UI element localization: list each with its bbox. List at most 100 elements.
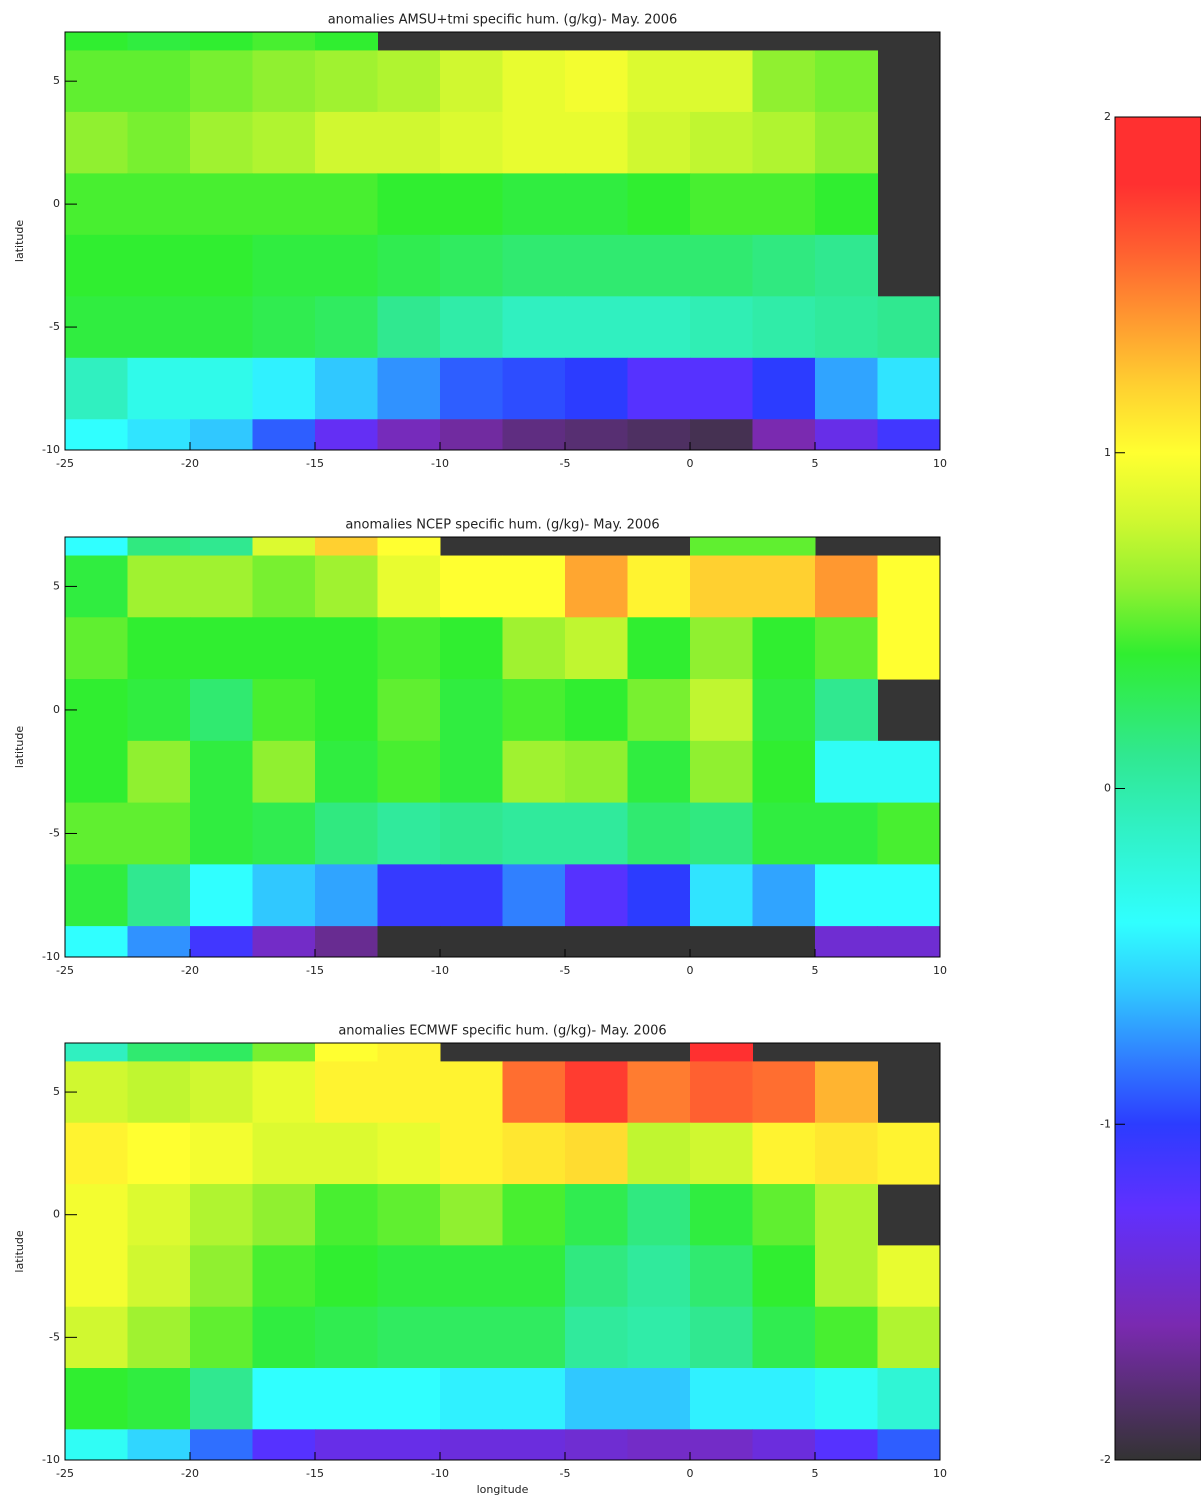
heat-cell: [127, 1184, 191, 1246]
heat-cell: [440, 555, 503, 618]
heat-cell: [252, 419, 316, 451]
heat-cell: [127, 1122, 191, 1185]
heat-cell: [377, 864, 441, 927]
heat-cell: [690, 926, 753, 958]
heat-cell: [315, 419, 378, 451]
heat-cell: [315, 926, 378, 958]
heat-cell: [127, 1306, 191, 1369]
heat-cell: [65, 537, 128, 557]
y-tick-label: 5: [53, 74, 60, 87]
heat-cell: [565, 50, 628, 113]
heat-cell: [752, 555, 816, 618]
heat-cell: [877, 1368, 941, 1430]
heat-cell: [627, 1429, 691, 1461]
heat-cell: [127, 1368, 191, 1430]
y-tick-label: -5: [49, 826, 60, 839]
heat-cell: [752, 617, 816, 680]
heat-cell: [252, 679, 316, 742]
heat-cell: [752, 740, 816, 804]
heat-cell: [127, 740, 191, 804]
heat-cell: [252, 357, 316, 420]
heat-cell: [502, 802, 566, 865]
heat-cell: [377, 173, 441, 236]
colorbar: [1114, 116, 1201, 1461]
x-tick-label: -20: [181, 964, 199, 977]
heat-cell: [252, 1245, 316, 1308]
heat-cell: [252, 617, 316, 680]
heat-cell: [315, 296, 378, 359]
x-tick-label: -25: [56, 1467, 74, 1480]
heat-cell: [190, 32, 253, 51]
heat-cell: [877, 926, 941, 958]
heat-cell: [565, 926, 628, 958]
heat-cell: [690, 1122, 753, 1185]
heat-cell: [627, 419, 691, 451]
heat-cell: [627, 1368, 691, 1430]
heat-cell: [627, 357, 691, 420]
heat-cell: [627, 926, 691, 958]
heat-cell: [127, 1245, 191, 1308]
heat-cell: [565, 617, 628, 680]
heat-cell: [315, 357, 378, 420]
plot-frame: [64, 31, 941, 451]
heat-cell: [815, 1429, 878, 1461]
chart-title: anomalies AMSU+tmi specific hum. (g/kg)-…: [328, 13, 678, 28]
heat-cell: [440, 296, 503, 359]
heat-cell: [752, 357, 816, 420]
heat-cell: [190, 926, 253, 958]
heat-cell: [565, 1429, 628, 1461]
heat-cell: [127, 864, 191, 927]
heat-cell: [440, 50, 503, 113]
x-tick-label: -20: [181, 1467, 199, 1480]
heat-cell: [752, 173, 816, 236]
heat-cell: [502, 1061, 566, 1124]
heat-cell: [127, 537, 191, 557]
heat-cell: [190, 234, 253, 297]
heat-cell: [315, 1306, 378, 1369]
heat-cell: [690, 1245, 753, 1308]
heat-cell: [815, 1368, 878, 1430]
heat-cell: [252, 926, 316, 958]
heat-cell: [565, 555, 628, 618]
heat-cell: [315, 1429, 378, 1461]
heat-cell: [440, 234, 503, 297]
colorbar-tick-label: 2: [1104, 110, 1111, 123]
heat-cell: [627, 1306, 691, 1369]
heat-cell: [127, 111, 191, 174]
heat-cell: [815, 1184, 878, 1246]
x-tick-label: -20: [181, 457, 199, 470]
heat-cell: [815, 50, 878, 113]
colorbar-tick-label: 0: [1104, 782, 1111, 795]
heat-cell: [565, 173, 628, 236]
heat-cell: [627, 679, 691, 742]
heat-cell: [377, 1061, 441, 1124]
x-tick-label: -5: [560, 964, 571, 977]
heat-cell: [127, 802, 191, 865]
heat-cell: [815, 926, 878, 958]
heat-cell: [502, 111, 566, 174]
heat-cell: [690, 1368, 753, 1430]
heat-cell: [565, 419, 628, 451]
heat-cell: [690, 679, 753, 742]
x-tick-label: 10: [933, 457, 947, 470]
heat-cell: [502, 926, 566, 958]
heat-cell: [565, 357, 628, 420]
heat-cell: [65, 1122, 128, 1185]
heat-cell: [440, 173, 503, 236]
heat-cell: [315, 555, 378, 618]
heat-cell: [190, 1061, 253, 1124]
heat-cell: [252, 1429, 316, 1461]
heat-cell: [690, 617, 753, 680]
x-tick-label: -15: [306, 457, 324, 470]
heat-cell: [315, 173, 378, 236]
heat-cell: [315, 537, 378, 557]
heat-cell: [252, 537, 316, 557]
heat-cell: [565, 1368, 628, 1430]
heat-cell: [815, 555, 878, 618]
heat-cell: [440, 926, 503, 958]
heat-cell: [440, 864, 503, 927]
heat-cell: [752, 1122, 816, 1185]
heat-cell: [65, 864, 128, 927]
heat-cell: [377, 1245, 441, 1308]
heat-cell: [752, 1184, 816, 1246]
